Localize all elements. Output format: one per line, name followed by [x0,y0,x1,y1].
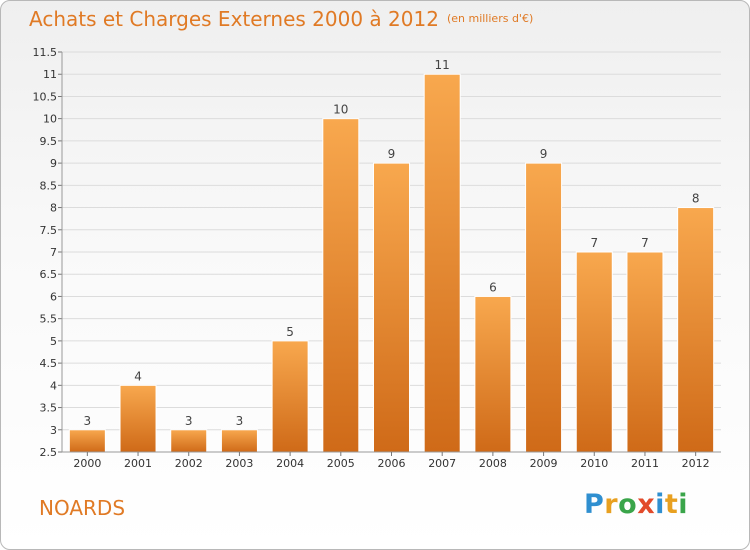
y-tick-label: 3.5 [40,402,58,415]
y-tick-label: 11.5 [33,46,58,59]
chart-title-text: Achats et Charges Externes 2000 à 2012 [29,7,439,31]
logo-letter: P [584,489,605,520]
commune-name: NOARDS [39,496,126,520]
y-tick-label: 9 [50,157,57,170]
proxiti-logo: Proxiti [584,489,688,520]
logo-letter: t [664,489,679,520]
data-label: 3 [84,414,92,428]
x-tick-label: 2008 [479,457,507,470]
data-label: 11 [435,58,450,72]
data-label: 7 [590,236,598,250]
logo-letter: o [618,489,638,520]
y-tick-label: 7 [50,246,57,259]
x-tick-label: 2004 [276,457,304,470]
data-label: 7 [641,236,649,250]
y-tick-label: 8.5 [40,179,58,192]
logo-letter: i [655,489,665,520]
logo-letter: r [604,489,619,520]
y-tick-label: 6 [50,290,57,303]
chart-unit: (en milliers d'€) [446,12,534,25]
data-label: 4 [134,369,142,383]
x-tick-label: 2012 [682,457,710,470]
bar [575,251,613,453]
bar [119,384,157,453]
y-tick-label: 5.5 [40,313,58,326]
x-tick-label: 2001 [124,457,152,470]
x-tick-labels: 2000 2001 2002 2003 2004 2005 2006 2007 2008 2009… [73,457,709,470]
data-label: 9 [540,147,548,161]
data-label: 3 [236,414,244,428]
x-tick-label: 2006 [378,457,406,470]
y-tick-label: 7.5 [40,224,58,237]
x-tick-label: 2010 [580,457,608,470]
data-label: 10 [333,103,348,117]
y-tick-label: 11 [43,68,57,81]
axes [61,52,721,456]
x-tick-label: 2003 [225,457,253,470]
bar [68,429,106,453]
bar [322,118,360,453]
bars [68,73,715,453]
y-tick-label: 10.5 [33,90,58,103]
x-tick-label: 2009 [530,457,558,470]
y-tick-label: 10 [43,113,57,126]
data-label: 5 [286,325,294,339]
y-tick-label: 2.5 [40,446,58,459]
x-tick-label: 2011 [631,457,659,470]
y-tick-label: 4 [50,379,57,392]
y-tick-label: 4.5 [40,357,58,370]
y-tick-label: 5 [50,335,57,348]
x-tick-label: 2007 [428,457,456,470]
chart-title: Achats et Charges Externes 2000 à 2012 (e… [29,7,533,31]
y-tick-label: 3 [50,424,57,437]
data-label: 6 [489,280,497,294]
bar [373,162,410,453]
bar [677,207,715,453]
y-tick-labels: 2.5 3 3.5 4 4.5 5 5.5 6 6.5 7 7.5 8 8.5 9 9.5 10 10.5 11 1… [33,46,58,459]
bar [423,73,461,453]
bar [220,429,258,453]
y-tick-label: 8 [50,202,57,215]
x-tick-label: 2002 [175,457,203,470]
bar [626,251,664,453]
bar [474,295,512,453]
data-label: 9 [388,147,396,161]
x-tick-label: 2005 [327,457,355,470]
y-tick-label: 9.5 [40,135,58,148]
logo-letter: i [678,489,689,520]
bar [525,162,563,453]
bar [271,340,309,453]
data-label: 8 [692,192,700,206]
logo-letter: x [637,489,656,520]
y-tick-label: 6.5 [40,268,58,281]
data-label: 3 [185,414,193,428]
x-tick-label: 2000 [73,457,101,470]
bar [170,429,208,453]
data-labels: 3 4 3 3 5 10 9 11 6 9 7 7 8 [84,58,700,428]
